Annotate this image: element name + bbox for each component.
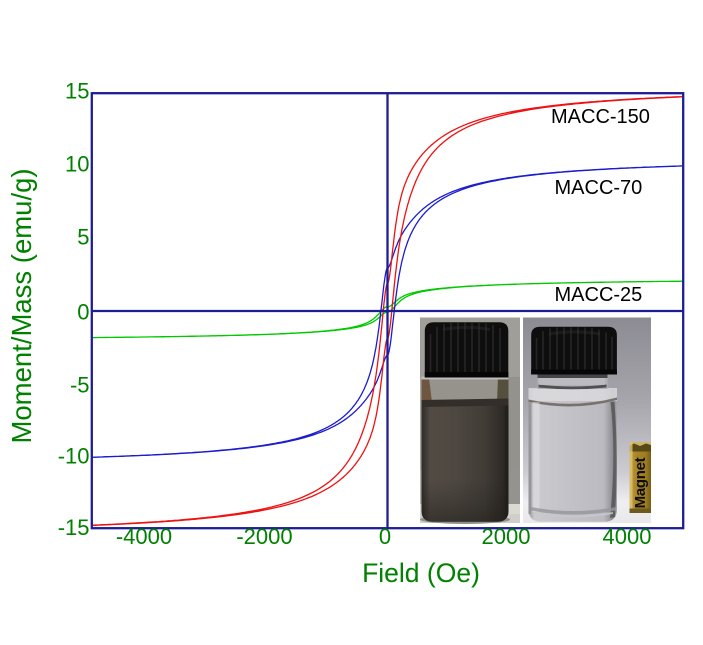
svg-text:0: 0 <box>379 524 391 549</box>
svg-text:MACC-70: MACC-70 <box>555 177 643 199</box>
svg-text:MACC-150: MACC-150 <box>551 106 650 128</box>
svg-text:MACC-25: MACC-25 <box>555 284 643 306</box>
svg-text:10: 10 <box>65 152 89 177</box>
svg-text:-2000: -2000 <box>236 524 292 549</box>
svg-text:-4000: -4000 <box>116 524 172 549</box>
svg-text:2000: 2000 <box>482 524 531 549</box>
svg-text:0: 0 <box>77 299 89 324</box>
svg-text:-10: -10 <box>58 444 90 469</box>
svg-text:4000: 4000 <box>603 524 652 549</box>
svg-text:-15: -15 <box>58 515 90 540</box>
svg-text:Moment/Mass (emu/g): Moment/Mass (emu/g) <box>6 168 37 443</box>
svg-text:5: 5 <box>77 225 89 250</box>
svg-text:Magnet: Magnet <box>632 457 649 508</box>
svg-text:-5: -5 <box>70 373 90 398</box>
svg-text:15: 15 <box>65 78 89 103</box>
svg-text:Field (Oe): Field (Oe) <box>362 558 480 588</box>
